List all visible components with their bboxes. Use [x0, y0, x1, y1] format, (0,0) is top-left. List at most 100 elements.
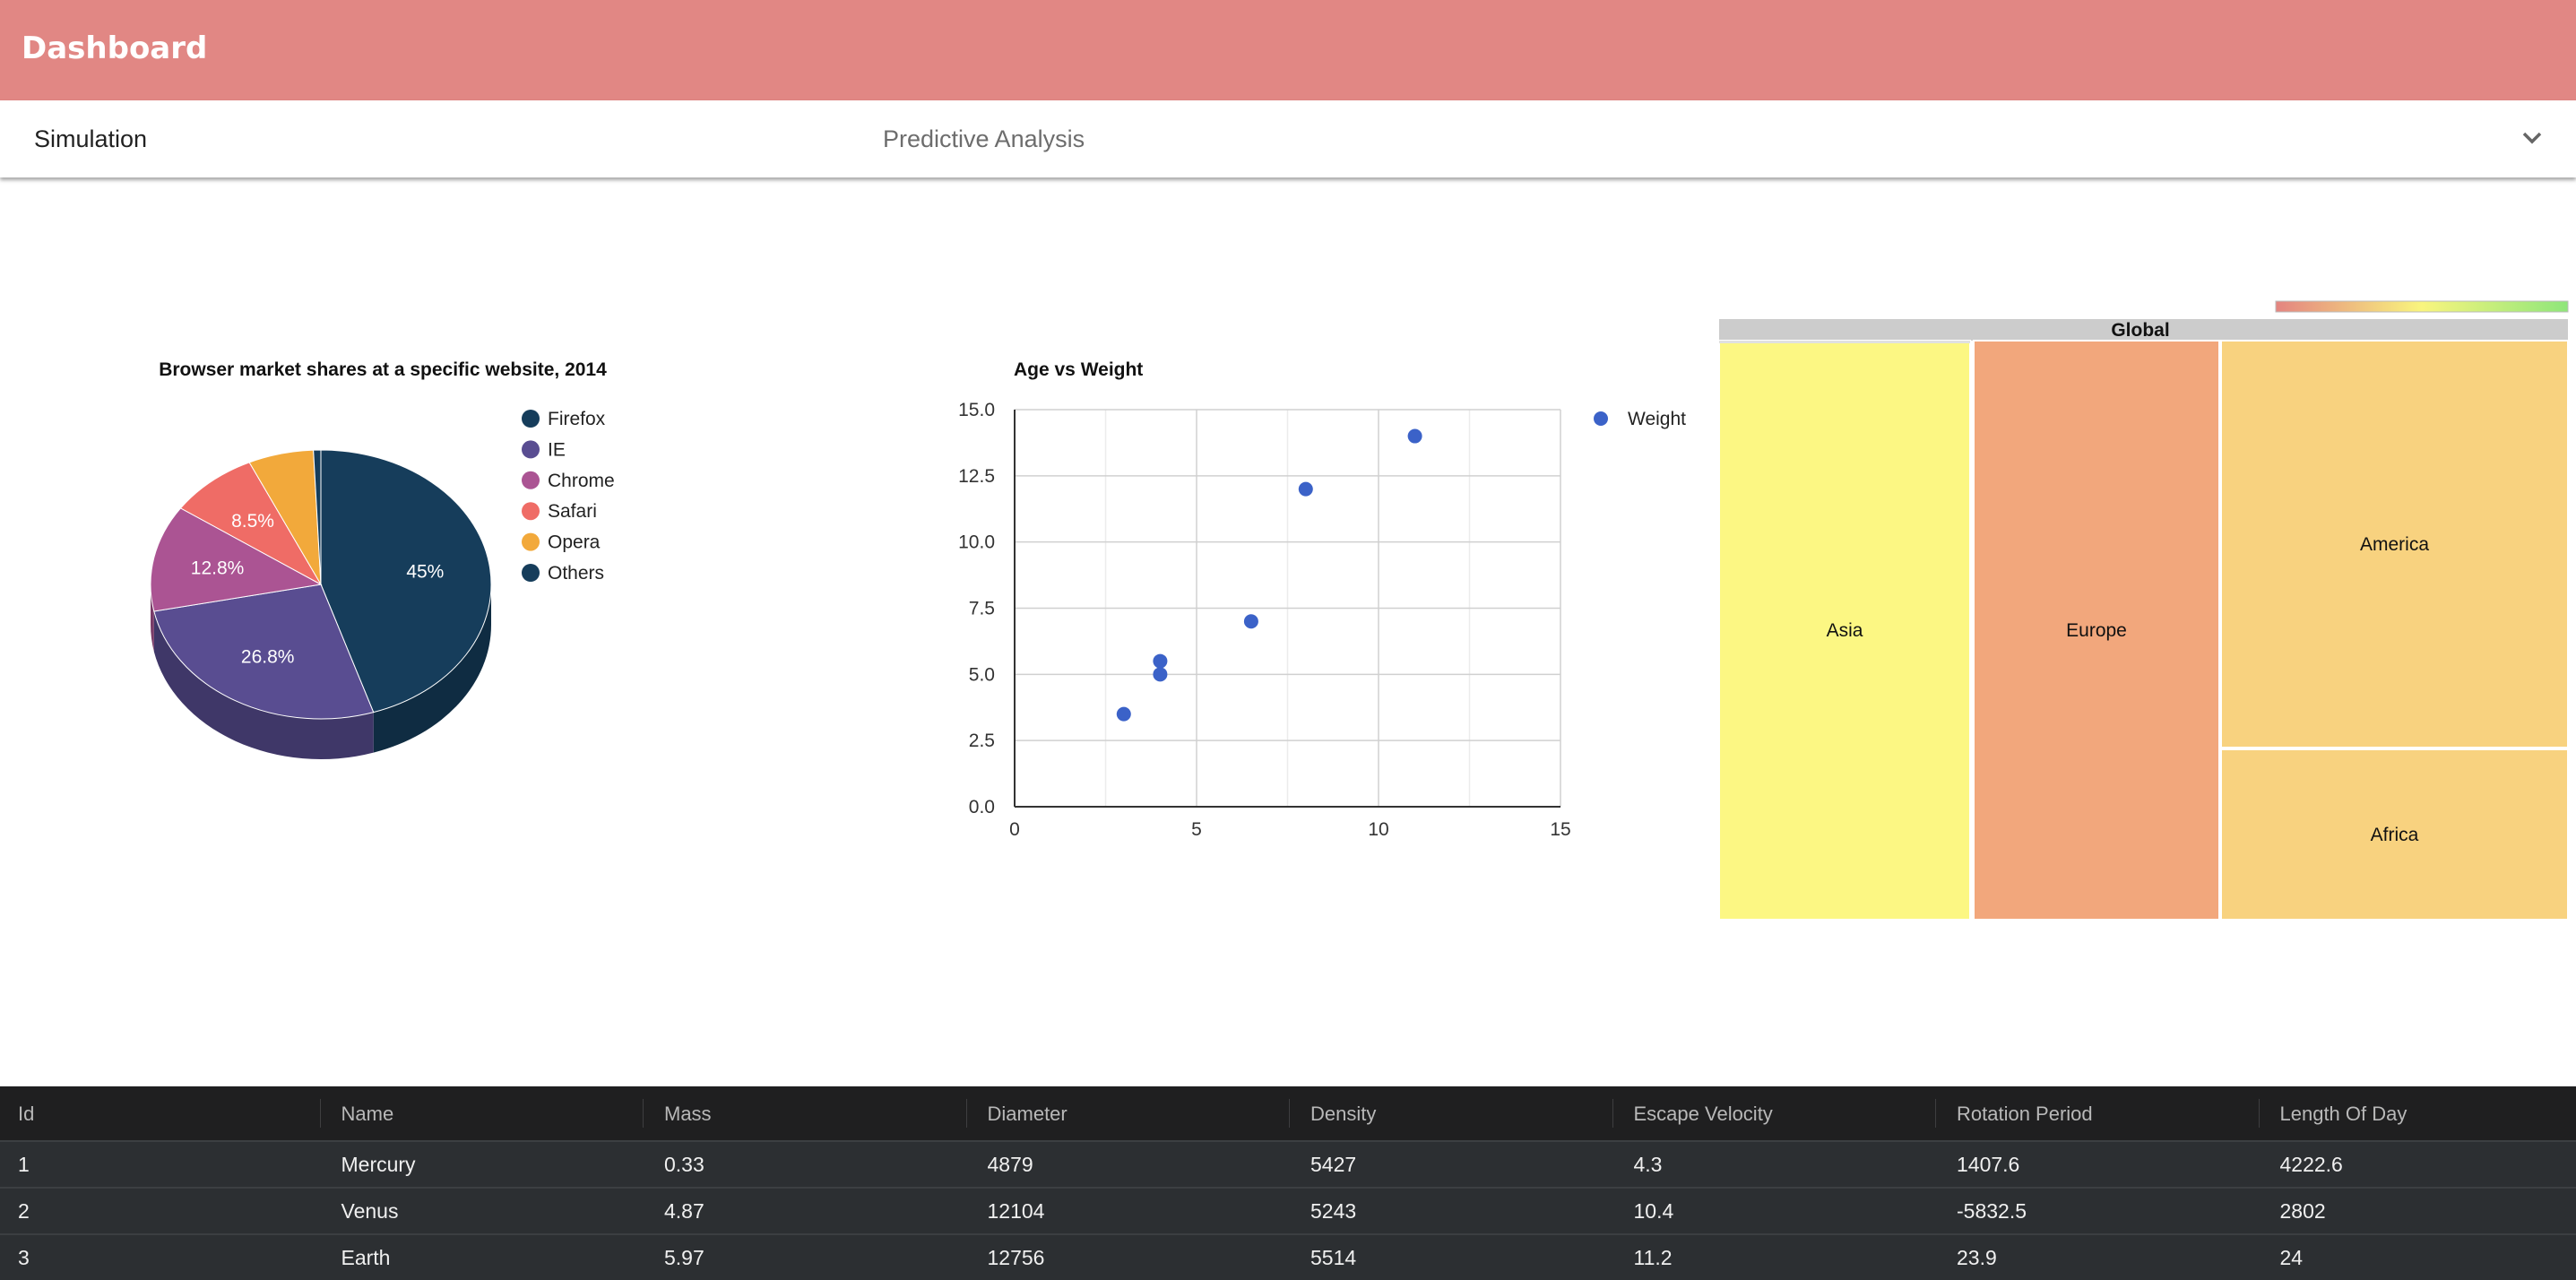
treemap-cell-america[interactable] [2220, 340, 2569, 748]
legend-marker-others [522, 564, 540, 582]
y-tick-label: 7.5 [969, 599, 995, 619]
scatter-chart: Age vs Weight 0.0 2.5 5.0 7.5 10.0 12.5 15.0 0 5 1… [958, 359, 1686, 840]
column-header[interactable]: Rotation Period [1957, 1103, 2093, 1125]
table-cell: 5427 [1310, 1153, 1357, 1176]
column-separator[interactable] [643, 1099, 644, 1128]
treemap-label-asia: Asia [1827, 620, 1863, 641]
legend-item-firefox[interactable]: Firefox [548, 409, 606, 429]
legend-marker-safari [522, 502, 540, 521]
column-separator[interactable] [319, 1099, 321, 1128]
legend-item-opera[interactable]: Opera [548, 532, 601, 553]
scatter-point[interactable] [1298, 481, 1313, 497]
treemap-cell-africa[interactable] [2220, 748, 2569, 921]
selector-value[interactable]: Predictive Analysis [883, 125, 1085, 152]
table-cell: 23.9 [1957, 1246, 1997, 1269]
y-tick-label: 12.5 [958, 466, 995, 487]
column-separator[interactable] [1935, 1099, 1936, 1128]
pie-slice-ie[interactable] [153, 584, 375, 720]
legend-item-others[interactable]: Others [548, 563, 604, 584]
column-separator[interactable] [1289, 1099, 1290, 1128]
scatter-point[interactable] [1153, 667, 1168, 682]
treemap-cell-europe[interactable] [1973, 340, 2220, 921]
selector-label: Simulation [34, 125, 148, 152]
table-cell: 4.3 [1633, 1153, 1663, 1176]
pie-slice-firefox[interactable] [320, 449, 492, 714]
table-cell: 2802 [2279, 1199, 2326, 1223]
pie-slice-side-firefox [373, 584, 491, 753]
treemap-header[interactable] [1719, 319, 2568, 341]
app-header: Dashboard [0, 0, 2576, 100]
table-cell: 0.33 [664, 1153, 705, 1176]
table-cell: Mercury [341, 1153, 416, 1176]
table-cell: 5.97 [664, 1246, 705, 1269]
table-cell: 1407.6 [1957, 1153, 2020, 1176]
pie-slice-side-chrome [151, 584, 154, 652]
column-header[interactable]: Length Of Day [2279, 1103, 2407, 1125]
table-cell: 2 [18, 1199, 30, 1223]
column-header[interactable]: Density [1310, 1103, 1377, 1125]
charts-area: Browser market shares at a specific webs… [0, 177, 2576, 1086]
y-tick-label: 10.0 [958, 532, 995, 553]
treemap-cell-shadow [1719, 341, 1970, 343]
legend-item-weight[interactable]: Weight [1628, 409, 1686, 429]
legend-item-chrome[interactable]: Chrome [548, 471, 615, 491]
column-separator[interactable] [965, 1099, 967, 1128]
treemap-chart: Global Asia Europe America Africa [1718, 300, 2569, 921]
legend-marker-firefox [522, 410, 540, 428]
scatter-point[interactable] [1407, 428, 1422, 444]
table-cell: 12756 [987, 1246, 1045, 1269]
x-tick-label: 15 [1550, 819, 1570, 840]
scatter-point[interactable] [1116, 706, 1131, 722]
planets-table: Id Name Mass Diameter Density Escape Velocity… [0, 1086, 2576, 1280]
x-tick-label: 5 [1191, 819, 1202, 840]
table-cell: 11.2 [1633, 1246, 1673, 1269]
table-row[interactable]: 2 Venus 4.87 12104 5243 10.4 -5832.5 2802 [0, 1187, 2576, 1233]
pie-data-label: 26.8% [241, 646, 295, 667]
y-tick-label: 15.0 [958, 400, 995, 420]
column-header[interactable]: Diameter [987, 1103, 1068, 1125]
table-cell: 4.87 [664, 1199, 705, 1223]
y-tick-label: 5.0 [969, 664, 995, 685]
pie-title: Browser market shares at a specific webs… [159, 359, 607, 380]
pie-data-label: 8.5% [231, 511, 274, 532]
table-cell: Earth [341, 1246, 391, 1269]
y-tick-label: 2.5 [969, 731, 995, 751]
legend-item-safari[interactable]: Safari [548, 501, 597, 522]
column-separator[interactable] [1612, 1099, 1613, 1128]
pie-slice-chrome[interactable] [150, 507, 323, 612]
treemap-root-label: Global [2111, 320, 2169, 341]
x-tick-label: 10 [1368, 819, 1388, 840]
pie-slice-others[interactable] [313, 449, 322, 585]
table-cell: 24 [2279, 1246, 2304, 1269]
legend-marker-weight [1594, 411, 1608, 426]
treemap-label-america: America [2360, 534, 2429, 555]
column-header[interactable]: Id [18, 1103, 35, 1125]
legend-marker-ie [522, 440, 540, 459]
table-cell: 4879 [987, 1153, 1033, 1176]
table-cell: 5514 [1310, 1246, 1357, 1269]
table-cell: 5243 [1310, 1199, 1357, 1223]
table-cell: 12104 [987, 1199, 1045, 1223]
treemap-cell-asia[interactable] [1718, 340, 1971, 921]
table-row[interactable]: 3 Earth 5.97 12756 5514 11.2 23.9 24 [0, 1233, 2576, 1280]
scatter-point[interactable] [1153, 653, 1168, 669]
pie-slice-safari[interactable] [179, 462, 323, 586]
treemap-label-europe: Europe [2066, 620, 2127, 641]
column-header[interactable]: Escape Velocity [1633, 1103, 1773, 1125]
column-separator[interactable] [2258, 1099, 2260, 1128]
scatter-point[interactable] [1243, 614, 1258, 629]
table-header: Id Name Mass Diameter Density Escape Velocity… [0, 1086, 2576, 1140]
legend-marker-chrome [522, 471, 540, 489]
table-cell: 1 [18, 1153, 30, 1176]
column-header[interactable]: Mass [664, 1103, 712, 1125]
column-header[interactable]: Name [341, 1103, 394, 1125]
chevron-down-icon[interactable] [2520, 128, 2544, 148]
treemap-label-africa: Africa [2371, 825, 2419, 845]
table-row[interactable]: 1 Mercury 0.33 4879 5427 4.3 1407.6 4222.6 [0, 1140, 2576, 1187]
legend-marker-opera [522, 532, 540, 551]
pie-chart: Browser market shares at a specific webs… [150, 359, 615, 759]
simulation-selector[interactable]: Simulation Predictive Analysis [0, 100, 2576, 177]
scatter-title: Age vs Weight [1014, 359, 1143, 380]
legend-item-ie[interactable]: IE [548, 439, 566, 460]
table-cell: Venus [341, 1199, 399, 1223]
